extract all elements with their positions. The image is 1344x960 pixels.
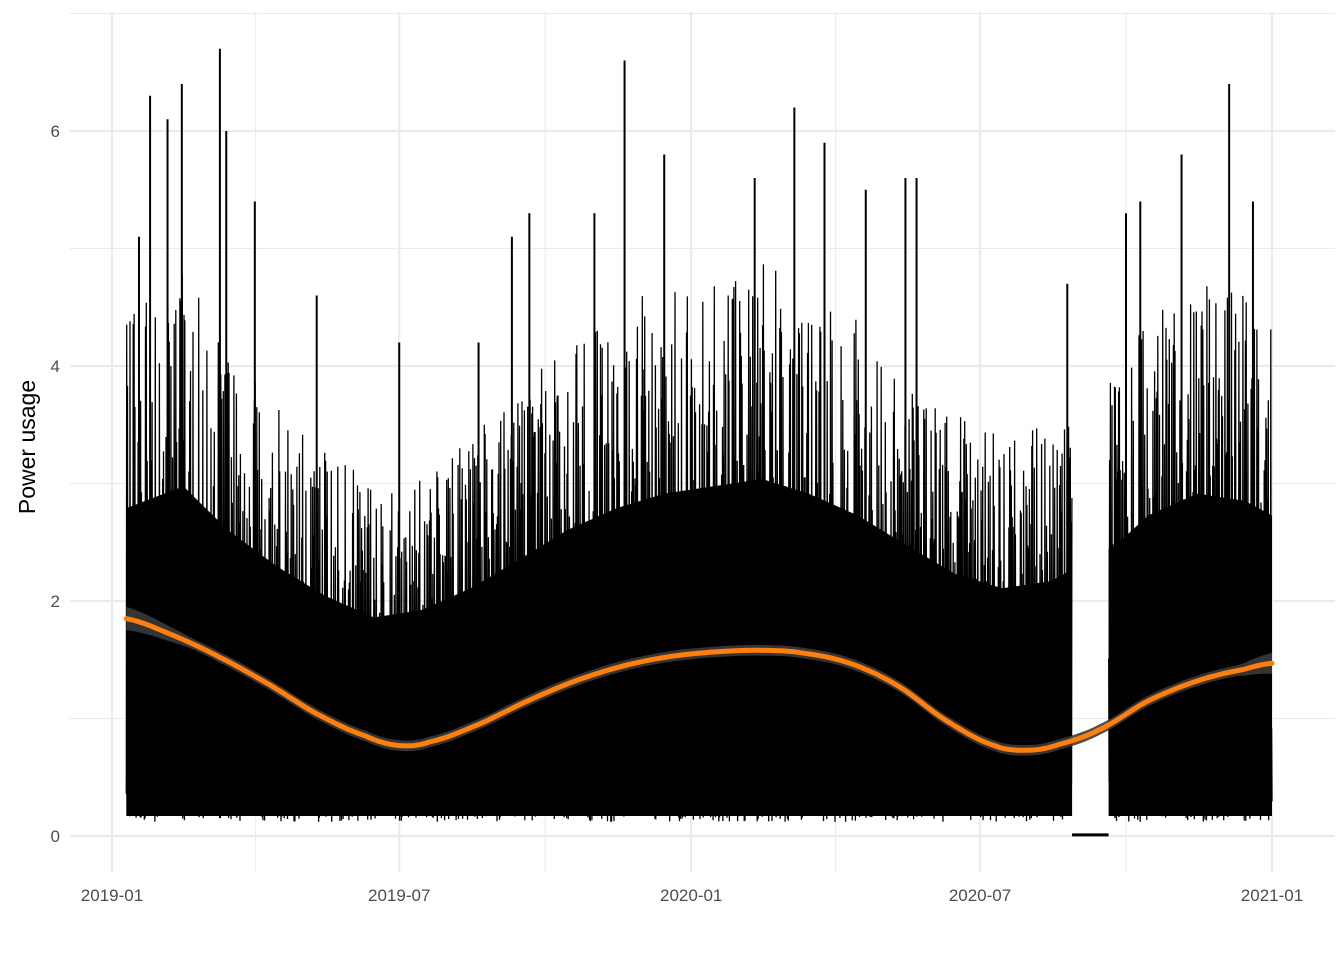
- axis-layer: 0 2 4 6 2019-01 2019-07 2020-01 2020-07 2021-01: [51, 122, 1304, 905]
- smooth-layer: [123, 606, 1275, 756]
- y-tick-label: 6: [51, 122, 60, 141]
- y-axis-title: Power usage: [14, 380, 40, 514]
- y-tick-label: 4: [51, 357, 60, 376]
- x-tick-label: 2020-01: [660, 886, 722, 905]
- y-tick-label: 0: [51, 827, 60, 846]
- raw-series-layer: [125, 48, 1273, 837]
- x-tick-label: 2020-07: [949, 886, 1011, 905]
- x-tick-label: 2019-07: [368, 886, 430, 905]
- y-tick-label: 2: [51, 592, 60, 611]
- smooth-trend-line: [123, 616, 1275, 753]
- raw-series-dense-band: [126, 479, 1272, 816]
- x-tick-label: 2019-01: [81, 886, 143, 905]
- x-tick-label: 2021-01: [1241, 886, 1303, 905]
